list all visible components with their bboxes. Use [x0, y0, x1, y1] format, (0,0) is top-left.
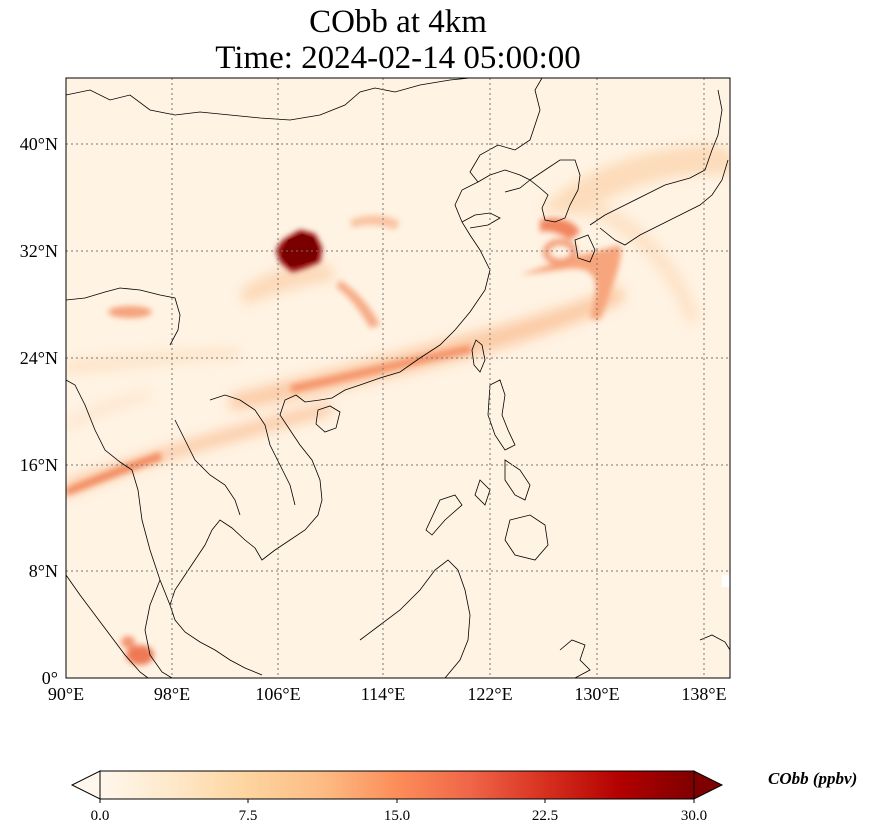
mongolia-border — [66, 78, 471, 121]
lon-tick-label: 122°E — [467, 684, 512, 704]
plume-indochina-core — [66, 452, 162, 496]
colorbar-tick-label: 30.0 — [681, 808, 707, 824]
colorbar: 0.0 7.5 15.0 22.5 30.0 — [70, 770, 724, 824]
plume-central-core — [336, 280, 380, 328]
colorbar-tick-label: 7.5 — [239, 808, 258, 824]
colorbar-extend-min — [70, 770, 101, 800]
hotspot-sichuan — [276, 230, 322, 272]
lon-tick-label: 138°E — [681, 684, 726, 704]
lon-tick-label: 106°E — [255, 684, 300, 704]
palawan — [425, 494, 463, 536]
map-title-line1: CObb at 4km — [309, 4, 487, 40]
lon-axis-labels: 90°E 98°E 106°E 114°E 122°E 130°E 138°E — [48, 684, 727, 704]
plume-east-china — [350, 215, 400, 230]
philippines-visayas — [474, 459, 531, 506]
lat-tick-label: 8°N — [29, 561, 58, 581]
plume-japan-core — [520, 245, 622, 320]
map-plot-area — [65, 77, 731, 679]
coastlines — [66, 78, 730, 678]
gridlines — [66, 78, 730, 678]
korea — [529, 159, 581, 223]
colorbar-gradient — [99, 770, 695, 800]
plume-west — [66, 390, 150, 432]
plume-northeast-arc — [540, 144, 730, 215]
mindanao — [504, 514, 549, 561]
laos-vietnam-border — [209, 394, 296, 506]
plume-korea-ring — [543, 239, 577, 265]
lat-tick-label: 0° — [42, 668, 58, 688]
white-patch-east — [722, 575, 730, 587]
lon-tick-label: 98°E — [154, 684, 190, 704]
taiwan — [471, 339, 486, 373]
sulawesi — [559, 639, 591, 678]
thailand-border — [174, 419, 241, 516]
myanmar-coast — [66, 379, 171, 606]
lat-tick-label: 32°N — [20, 241, 58, 261]
kyushu — [574, 234, 596, 263]
lon-tick-label: 90°E — [48, 684, 84, 704]
colorbar-tick-label: 22.5 — [532, 808, 558, 824]
colorbar-tick-label: 0.0 — [91, 808, 110, 824]
lat-tick-label: 40°N — [20, 134, 58, 154]
colorbar-tick-label: 15.0 — [384, 808, 410, 824]
lat-tick-label: 24°N — [20, 348, 58, 368]
plume-central-china — [240, 263, 335, 305]
plume-myanmar — [108, 306, 152, 318]
lon-tick-label: 114°E — [361, 684, 406, 704]
colorbar-label: CObb (ppbv) — [768, 769, 858, 788]
china-coast — [295, 78, 543, 403]
lat-tick-label: 16°N — [20, 455, 58, 475]
plume-korea-core — [540, 218, 580, 240]
map-frame — [65, 77, 731, 679]
lon-tick-label: 130°E — [574, 684, 619, 704]
shandong — [461, 212, 501, 229]
plume-east-arc — [585, 200, 700, 324]
plume-malay — [126, 645, 154, 665]
plume-south-band — [66, 348, 240, 375]
indochina-coast — [169, 394, 323, 676]
japan-honshu — [589, 89, 729, 246]
map-title-line2: Time: 2024-02-14 05:00:00 — [215, 40, 581, 76]
colorbar-extend-max — [693, 770, 724, 800]
lat-axis-labels: 0° 8°N 16°N 24°N 32°N 40°N — [20, 134, 58, 688]
philippines-luzon — [487, 379, 516, 451]
borneo — [359, 559, 471, 678]
hainan — [315, 405, 341, 433]
plume-south-china-core — [290, 345, 472, 393]
malay-peninsula — [144, 579, 173, 678]
sumatra — [66, 574, 149, 678]
india-border — [66, 287, 181, 346]
plume-malay-2 — [121, 636, 135, 648]
new-guinea — [699, 634, 730, 651]
